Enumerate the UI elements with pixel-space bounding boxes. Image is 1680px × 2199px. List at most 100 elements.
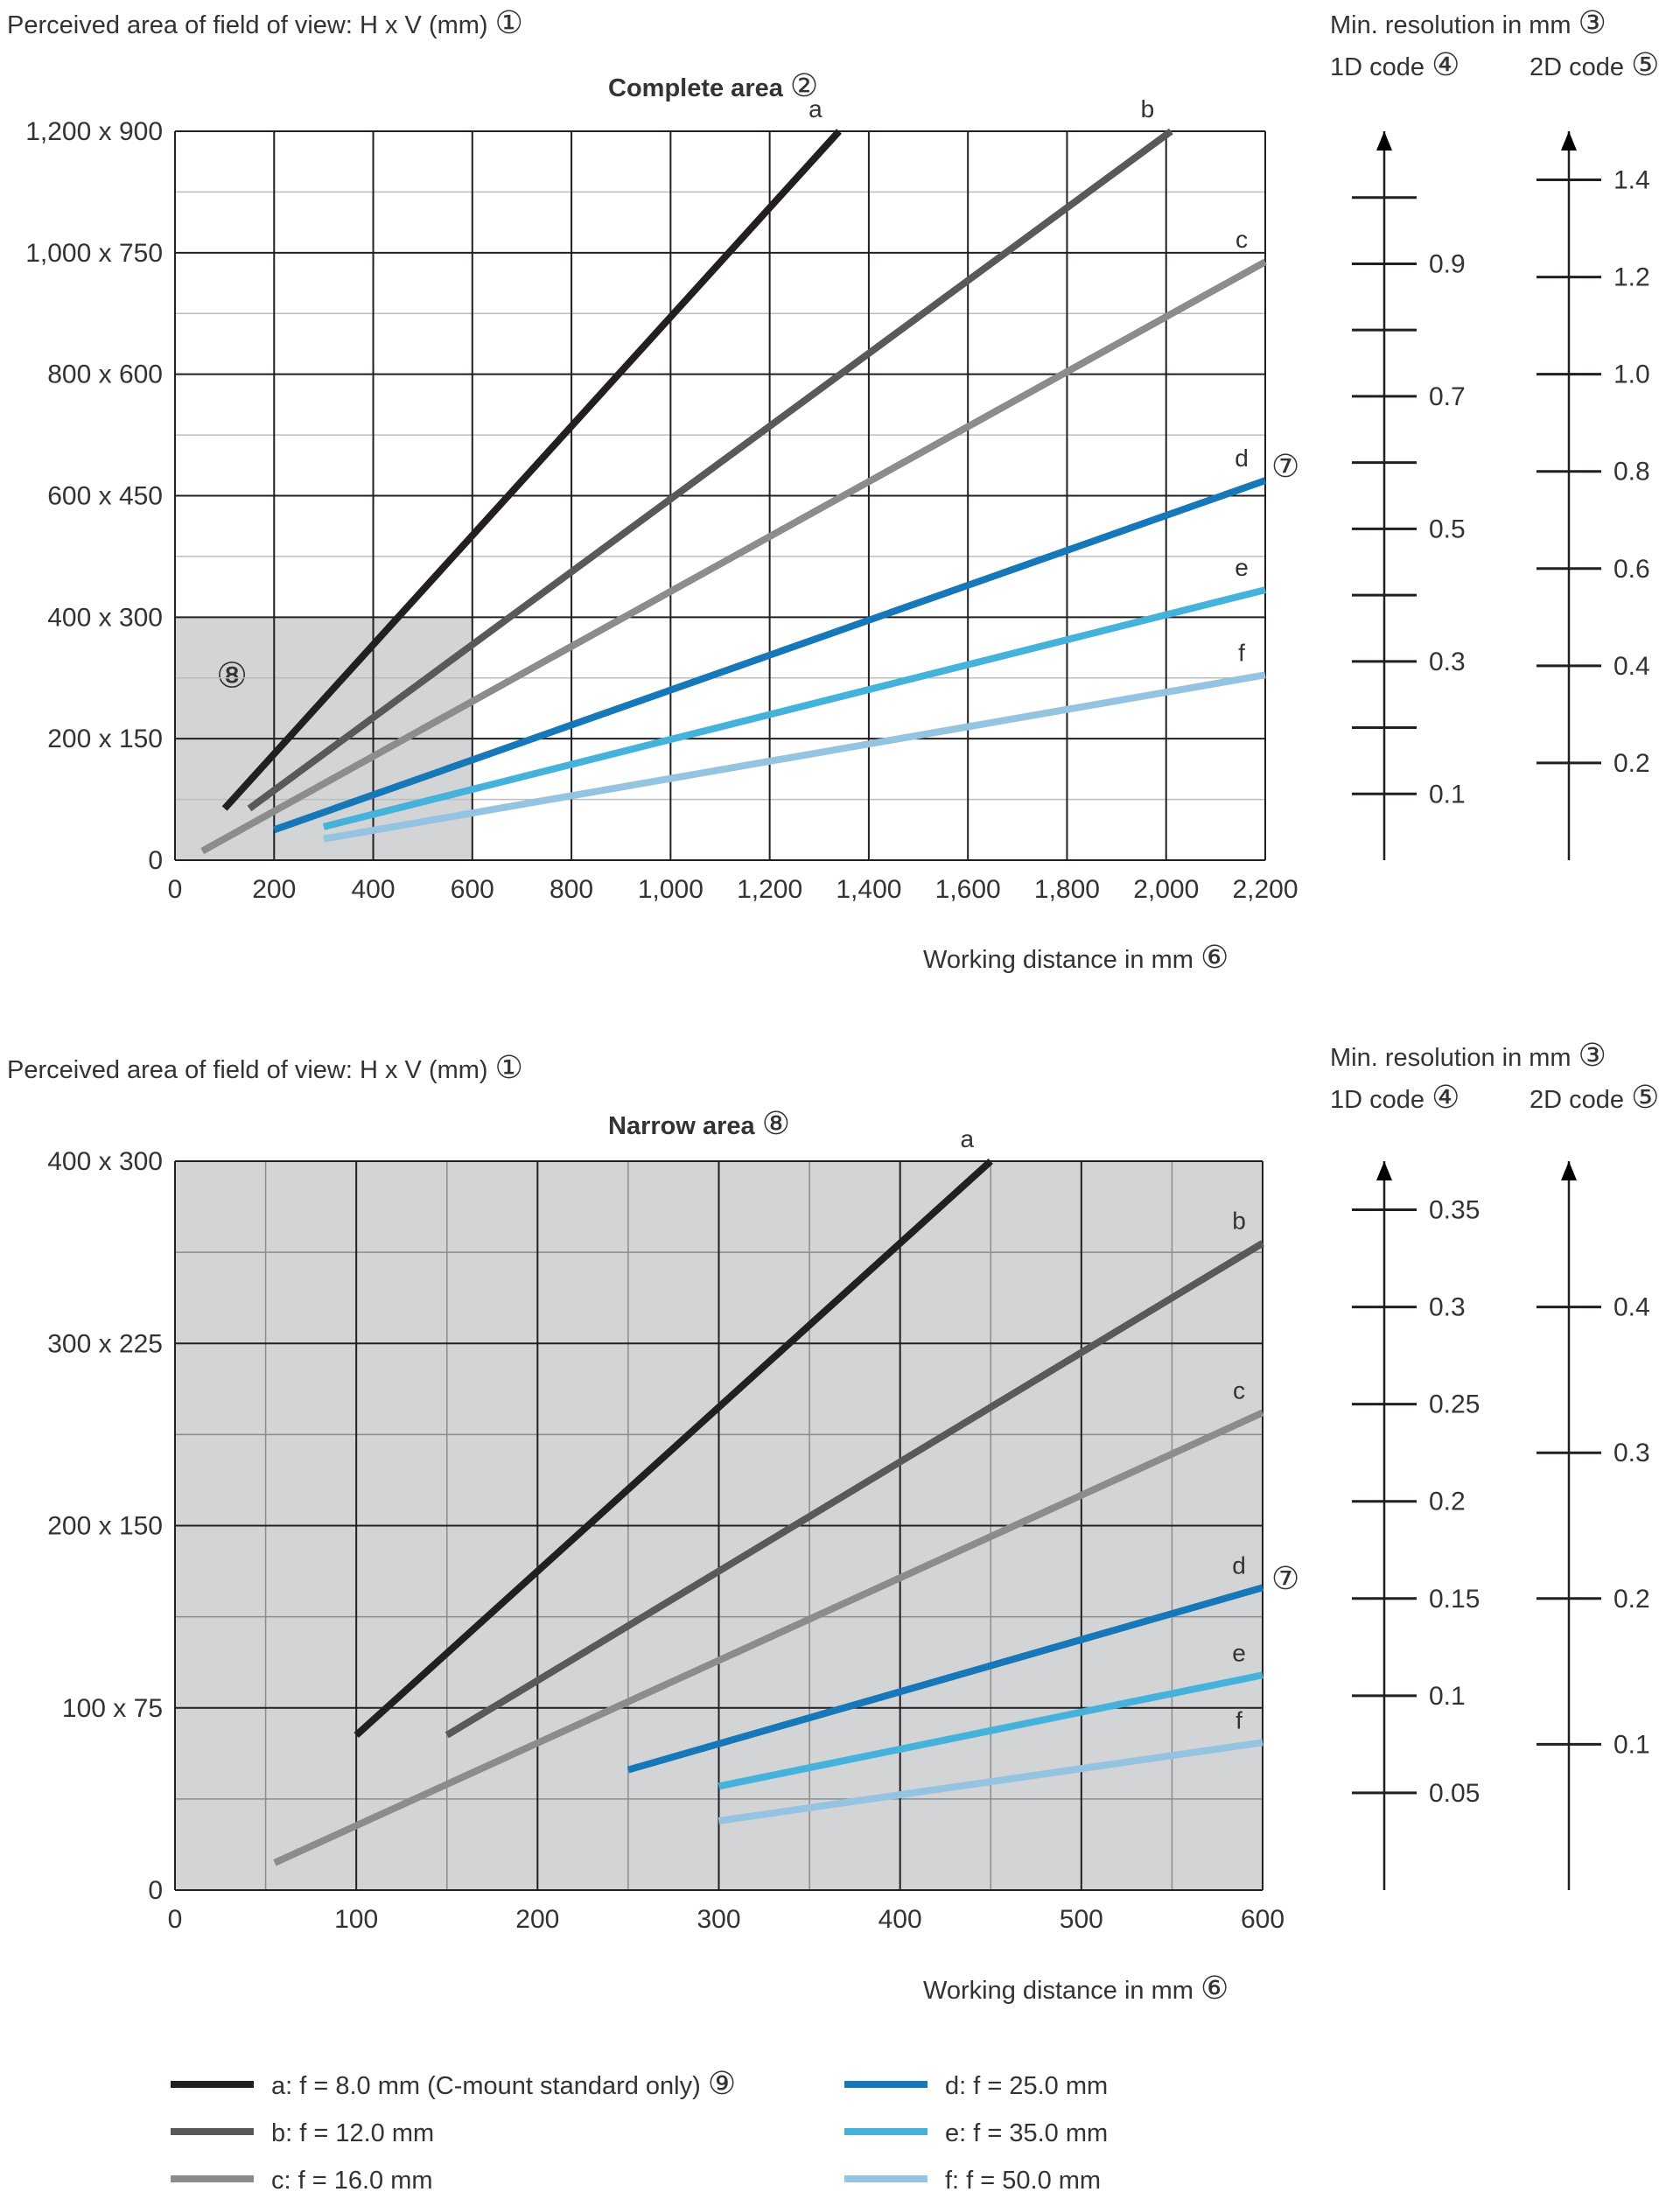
scale-2d-code: 0.1 0.2 0.3 0.4	[1536, 1161, 1650, 1890]
series-label-b: b	[1141, 95, 1155, 123]
y-tick-label: 0	[148, 846, 163, 875]
y-tick-label: 200 x 150	[47, 725, 163, 753]
series-label-a: a	[960, 1125, 974, 1152]
series-line-d	[272, 477, 1267, 834]
scale-2d-code: 0.2 0.4 0.6 0.8 1.0 1.2 1.4	[1536, 131, 1650, 860]
x-tick-label: 1,600	[935, 875, 1001, 904]
y-tick-label: 1,200 x 900	[25, 117, 163, 146]
resolution-title: Min. resolution in mm ③	[1330, 4, 1606, 40]
scale-tick-label: 0.8	[1614, 458, 1650, 487]
x-axis-title: Working distance in mm ⑥	[923, 939, 1228, 975]
panel-complete-area: Perceived area of field of view: H x V (…	[7, 4, 1659, 975]
x-axis-title: Working distance in mm ⑥	[923, 1970, 1228, 2006]
code-1d-label: 1D code ④	[1330, 46, 1460, 82]
panel-narrow-area: Perceived area of field of view: H x V (…	[7, 1037, 1659, 2006]
y-tick-label: 100 x 75	[62, 1694, 163, 1723]
resolution-scales: Min. resolution in mm ③ 1D code ④ 2D cod…	[1330, 1037, 1659, 1890]
legend-item-b: b: f = 12.0 mm	[171, 2119, 434, 2147]
x-tick-label: 400	[878, 1905, 922, 1934]
legend-label: d: f = 25.0 mm	[945, 2072, 1108, 2100]
scale-arrow-icon	[1561, 131, 1577, 151]
x-tick-label: 500	[1060, 1905, 1103, 1934]
y-axis-title: Perceived area of field of view: H x V (…	[7, 1049, 523, 1085]
series-label-a: a	[808, 95, 822, 123]
scale-tick-label: 0.3	[1614, 1439, 1650, 1467]
resolution-title: Min. resolution in mm ③	[1330, 1037, 1606, 1073]
x-tick-label: 1,000	[638, 875, 704, 904]
scale-tick-label: 0.3	[1429, 648, 1466, 676]
x-tick-label: 2,000	[1133, 875, 1199, 904]
x-tick-label: 400	[352, 875, 396, 904]
series-label-f: f	[1238, 639, 1245, 666]
x-tick-label: 600	[1241, 1905, 1284, 1934]
series-line-a	[354, 1159, 993, 1738]
axis-ticks: 0 200 400 600 800 1,000 1,200 1,400 1,600 1,800 2,…	[25, 117, 1298, 904]
scale-tick-label: 0.5	[1429, 515, 1466, 543]
x-tick-label: 0	[168, 1905, 183, 1934]
y-tick-label: 400 x 300	[47, 603, 163, 632]
series-label-d: d	[1235, 445, 1249, 472]
y-tick-label: 200 x 150	[47, 1512, 163, 1541]
series-label-c: c	[1233, 1376, 1245, 1404]
scale-1d-code: 0.1 0.3 0.5 0.7 0.9	[1352, 131, 1466, 860]
scale-arrow-icon	[1376, 1161, 1392, 1180]
scale-tick-label: 0.4	[1614, 652, 1650, 681]
x-tick-label: 100	[334, 1905, 378, 1934]
x-tick-label: 600	[451, 875, 494, 904]
y-tick-label: 1,000 x 750	[25, 239, 163, 268]
code-1d-label: 1D code ④	[1330, 1079, 1460, 1115]
legend-item-c: c: f = 16.0 mm	[171, 2167, 433, 2195]
x-tick-label: 800	[550, 875, 593, 904]
series-line-e	[322, 586, 1266, 830]
x-tick-label: 300	[696, 1905, 740, 1934]
series-lines: a b c d e f	[273, 1125, 1265, 1866]
series-line-c	[273, 1409, 1264, 1866]
grid	[174, 1160, 1264, 1891]
resolution-scales: Min. resolution in mm ③ 1D code ④ 2D cod…	[1330, 4, 1659, 860]
series-lines: a b c d e f	[200, 95, 1267, 855]
chart-title: Narrow area ⑧	[608, 1105, 790, 1141]
chart-title: Complete area ②	[608, 67, 818, 103]
legend-label: e: f = 35.0 mm	[945, 2119, 1108, 2147]
scale-tick-label: 0.05	[1429, 1779, 1480, 1808]
legend-item-a: a: f = 8.0 mm (C-mount standard only) ⑨	[171, 2065, 736, 2101]
scale-tick-label: 0.6	[1614, 555, 1650, 584]
scale-tick-label: 0.4	[1614, 1293, 1650, 1322]
scale-tick-label: 1.4	[1614, 166, 1650, 195]
scale-tick-label: 0.7	[1429, 382, 1466, 411]
scale-tick-label: 1.0	[1614, 361, 1650, 389]
scale-arrow-icon	[1376, 131, 1392, 151]
series-line-a	[221, 129, 842, 811]
legend-item-d: d: f = 25.0 mm	[844, 2072, 1108, 2100]
legend-label: f: f = 50.0 mm	[945, 2167, 1101, 2195]
x-tick-label: 1,400	[836, 875, 901, 904]
scale-tick-label: 1.2	[1614, 263, 1650, 292]
legend-item-e: e: f = 35.0 mm	[844, 2119, 1108, 2147]
code-2d-label: 2D code ⑤	[1530, 1079, 1659, 1115]
scale-tick-label: 0.2	[1614, 749, 1650, 778]
x-tick-label: 0	[168, 875, 183, 904]
series-line-b	[444, 1240, 1265, 1739]
scale-tick-label: 0.3	[1429, 1293, 1466, 1322]
focal-length-marker: ⑦	[1271, 1560, 1299, 1596]
x-tick-label: 1,200	[737, 875, 802, 904]
x-tick-label: 200	[515, 1905, 559, 1934]
scale-tick-label: 0.2	[1429, 1488, 1466, 1516]
code-2d-label: 2D code ⑤	[1530, 46, 1659, 82]
series-label-c: c	[1236, 226, 1248, 253]
legend: a: f = 8.0 mm (C-mount standard only) ⑨ …	[171, 2065, 1108, 2195]
scale-tick-label: 0.2	[1614, 1585, 1650, 1614]
y-axis-title: Perceived area of field of view: H x V (…	[7, 4, 523, 40]
scale-arrow-icon	[1561, 1161, 1577, 1180]
x-tick-label: 1,800	[1034, 875, 1100, 904]
grid	[174, 130, 1266, 861]
legend-item-f: f: f = 50.0 mm	[844, 2167, 1101, 2195]
y-tick-label: 400 x 300	[47, 1147, 163, 1176]
series-line-c	[200, 258, 1267, 855]
scale-tick-label: 0.35	[1429, 1196, 1480, 1225]
narrow-area-marker: ⑧	[216, 656, 248, 695]
series-line-b	[247, 128, 1173, 812]
scale-tick-label: 0.1	[1429, 1682, 1466, 1711]
series-line-f	[718, 1739, 1264, 1824]
